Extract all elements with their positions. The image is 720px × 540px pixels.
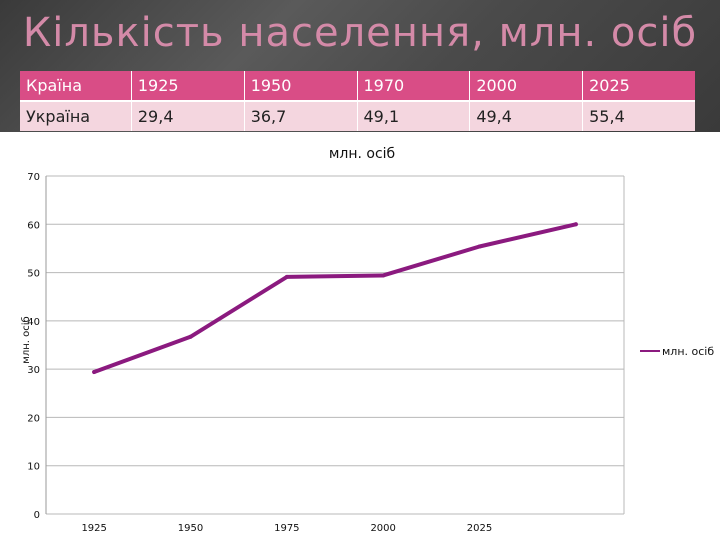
legend-label: млн. осіб (662, 345, 714, 358)
population-table: Країна 1925 1950 1970 2000 2025 Україна … (20, 71, 695, 131)
table-header-cell: 2025 (582, 71, 695, 102)
series-layer (92, 222, 578, 375)
x-tick-labels: 1925 1950 1975 2000 2025 (81, 523, 492, 534)
y-tick-label: 30 (27, 365, 40, 376)
grid-layer (45, 175, 625, 515)
y-tick-label: 60 (27, 220, 40, 231)
x-tick-label: 2025 (467, 523, 492, 534)
table-cell: 29,4 (130, 101, 245, 131)
table-header-cell: 1925 (130, 71, 245, 102)
table-header-row: Країна 1925 1950 1970 2000 2025 (20, 71, 695, 102)
table-header-cell: 1950 (243, 71, 357, 102)
table-row: Україна 29,4 36,7 49,1 49,4 55,4 (20, 101, 695, 131)
table-cell: 49,1 (356, 101, 470, 131)
table-cell: Україна (20, 101, 132, 131)
table-header-cell: 1970 (356, 71, 470, 102)
y-axis-label: млн. осіб (20, 316, 32, 363)
table-header-cell: Країна (20, 71, 132, 102)
y-tick-labels: 0 10 20 30 40 50 60 70 (27, 172, 40, 521)
x-tick-label: 1925 (81, 523, 106, 534)
table-header-cell: 2000 (469, 71, 583, 102)
x-tick-label: 1975 (274, 523, 299, 534)
table-cell: 49,4 (469, 101, 583, 131)
chart-title: млн. осіб (329, 146, 395, 162)
y-tick-label: 40 (27, 317, 40, 328)
y-tick-label: 20 (27, 413, 40, 424)
y-tick-label: 70 (27, 172, 40, 183)
data-point (573, 222, 578, 227)
x-tick-label: 2000 (370, 523, 395, 534)
series-line (92, 222, 578, 375)
y-tick-label: 0 (34, 510, 40, 521)
line-chart: млн. осіб млн. осіб 0 10 20 30 40 50 60 70 1925… (20, 146, 714, 534)
slide-title: Кількість населення, млн. осіб (22, 10, 698, 56)
legend: млн. осіб (640, 345, 714, 358)
data-point (188, 334, 193, 339)
y-tick-label: 10 (27, 462, 40, 473)
y-tick-label: 50 (27, 269, 40, 280)
x-tick-label: 1950 (178, 523, 203, 534)
table-cell: 36,7 (243, 101, 357, 131)
table-cell: 55,4 (582, 101, 695, 131)
data-point (92, 370, 97, 375)
data-point (381, 273, 386, 278)
data-point (284, 274, 289, 279)
data-point (477, 244, 482, 249)
